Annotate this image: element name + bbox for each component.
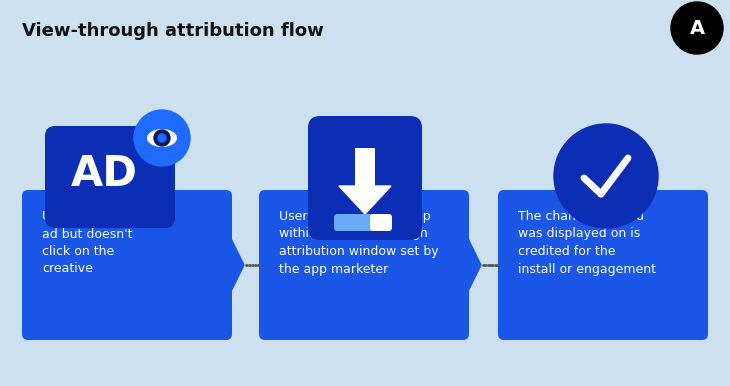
FancyBboxPatch shape [334,214,374,231]
Text: A: A [689,20,704,39]
Circle shape [154,130,170,146]
Polygon shape [339,186,391,214]
Text: User views an
ad but doesn't
click on the
creative: User views an ad but doesn't click on th… [42,210,133,276]
Polygon shape [225,226,244,304]
FancyBboxPatch shape [355,148,375,186]
Text: The channel that ad
was displayed on is
credited for the
install or engagement: The channel that ad was displayed on is … [518,210,656,276]
FancyBboxPatch shape [22,190,232,340]
FancyBboxPatch shape [370,214,392,231]
FancyBboxPatch shape [308,116,422,240]
FancyBboxPatch shape [45,126,175,228]
Circle shape [671,2,723,54]
Text: User downloads the app
within the view-through
attribution window set by
the app: User downloads the app within the view-t… [279,210,439,276]
Circle shape [158,134,166,142]
Circle shape [554,124,658,228]
FancyBboxPatch shape [498,190,708,340]
Ellipse shape [147,129,177,147]
Text: AD: AD [71,153,137,195]
FancyBboxPatch shape [259,190,469,340]
Text: View-through attribution flow: View-through attribution flow [22,22,323,40]
Circle shape [134,110,190,166]
Polygon shape [462,226,481,304]
